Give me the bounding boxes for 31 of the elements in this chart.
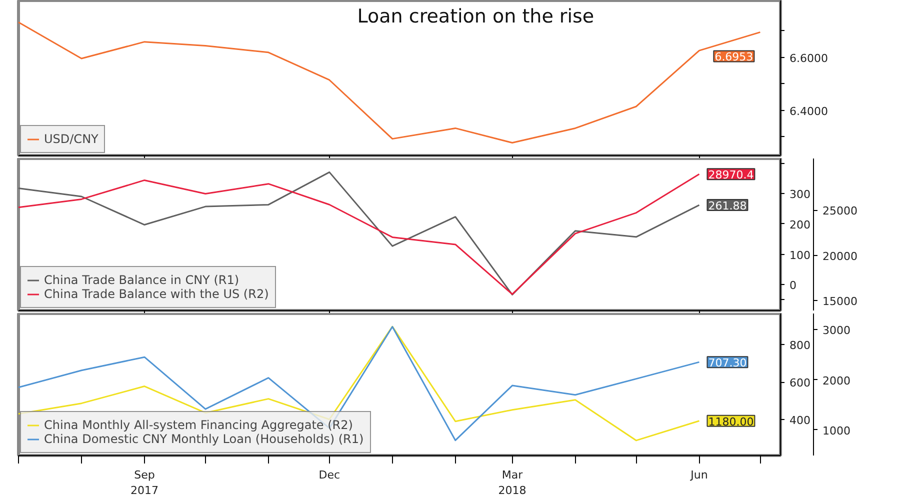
x-tick-label: Dec — [318, 468, 340, 482]
legend-label: China Monthly All-system Financing Aggregate (R2) — [44, 418, 353, 432]
line-series — [18, 21, 761, 144]
y-tick-label: 6.6000 — [790, 52, 828, 65]
y-tick-label: 300 — [790, 188, 810, 201]
y2-tick-label: 3000 — [822, 324, 850, 338]
y-tick-label: 600 — [790, 376, 810, 390]
legend-label: China Trade Balance in CNY (R1) — [44, 273, 240, 287]
y2-tick-label: 25000 — [822, 204, 858, 218]
y-tick-label: 200 — [790, 218, 810, 232]
data-label: 707.30 — [708, 356, 747, 370]
y2-tick-label: 2000 — [822, 374, 850, 388]
data-label: 261.88 — [708, 200, 747, 213]
y-tick-label: 400 — [790, 414, 810, 428]
data-label: 6.6953 — [714, 50, 754, 64]
y2-tick-label: 15000 — [822, 295, 858, 308]
chart-title: Loan creation on the rise — [357, 6, 594, 28]
x-tick-label: Mar 2018 — [498, 468, 526, 498]
legend-label: China Trade Balance with the US (R2) — [44, 287, 269, 301]
x-tick-label: Jun — [690, 468, 708, 482]
y-tick-label: 100 — [790, 248, 810, 262]
y-tick-label: 0 — [790, 279, 796, 292]
legend-label: China Domestic CNY Monthly Loan (Households) (R1) — [44, 432, 364, 446]
y2-tick-label: 1000 — [822, 424, 850, 438]
x-tick-label: Sep 2017 — [130, 468, 158, 498]
data-label: 28970.4 — [708, 168, 754, 182]
legend-label: USD/CNY — [44, 132, 98, 146]
y-tick-label: 6.4000 — [790, 104, 828, 118]
y2-tick-label: 20000 — [822, 250, 858, 263]
y-tick-label: 800 — [790, 339, 810, 352]
data-label: 1180.00 — [708, 415, 754, 428]
